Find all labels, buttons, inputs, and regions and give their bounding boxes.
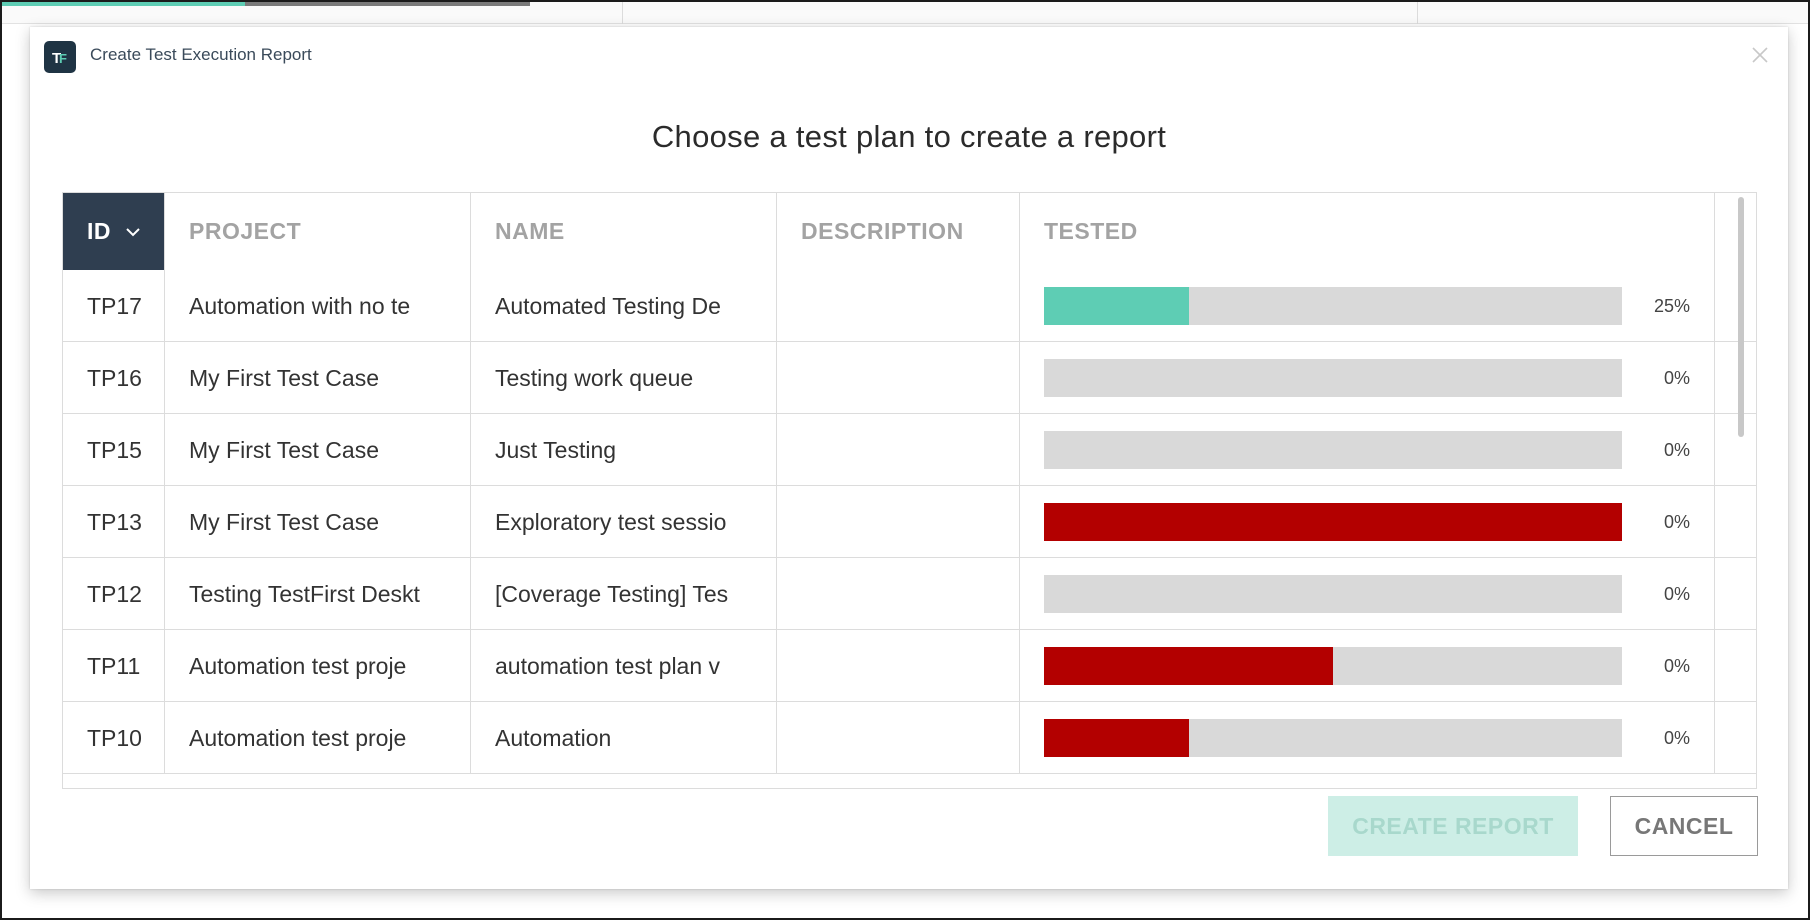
background-progress-segment <box>245 2 530 6</box>
cell-tested: 0% <box>1020 342 1715 414</box>
progress-percent: 0% <box>1663 727 1690 748</box>
background-progress-segment <box>2 2 245 6</box>
cell-name: [Coverage Testing] Tes <box>471 558 777 630</box>
progress-percent: 0% <box>1663 439 1690 460</box>
cell-name: Just Testing <box>471 414 777 486</box>
cell-extra <box>1715 486 1756 558</box>
progress-fill <box>1044 647 1333 685</box>
cell-tested: 0% <box>1020 414 1715 486</box>
cell-id: TP11 <box>63 630 165 702</box>
cell-project: Testing TestFirst Deskt <box>165 558 471 630</box>
progress-percent: 0% <box>1663 583 1690 604</box>
column-header-tested[interactable]: TESTED <box>1020 193 1715 270</box>
progress-fill <box>1044 287 1189 325</box>
cell-name: Testing work queue <box>471 342 777 414</box>
progress-bar <box>1044 503 1622 541</box>
column-header-project[interactable]: PROJECT <box>165 193 471 270</box>
progress-percent: 25% <box>1653 295 1690 316</box>
cell-description <box>777 342 1020 414</box>
cell-extra <box>1715 342 1756 414</box>
cell-description <box>777 630 1020 702</box>
cell-project: My First Test Case <box>165 342 471 414</box>
app-logo-icon: T F <box>44 41 76 73</box>
cell-id: TP16 <box>63 342 165 414</box>
progress-percent: 0% <box>1663 511 1690 532</box>
cancel-button[interactable]: CANCEL <box>1610 796 1758 856</box>
column-header-label: ID <box>87 218 111 244</box>
cell-extra <box>1715 270 1756 342</box>
progress-percent: 0% <box>1663 655 1690 676</box>
cell-name: Automation <box>471 702 777 774</box>
create-report-button[interactable]: CREATE REPORT <box>1328 796 1578 856</box>
table-row[interactable]: TP17 Automation with no te Automated Tes… <box>63 270 1756 342</box>
progress-fill <box>1044 503 1622 541</box>
create-report-modal: T F Create Test Execution Report Choose … <box>30 27 1788 889</box>
table-scrollbar[interactable] <box>1738 197 1744 437</box>
cell-id: TP15 <box>63 414 165 486</box>
cell-project: Automation with no te <box>165 270 471 342</box>
column-header-name[interactable]: NAME <box>471 193 777 270</box>
cell-tested: 0% <box>1020 558 1715 630</box>
cell-tested: 25% <box>1020 270 1715 342</box>
column-header-id[interactable]: ID <box>63 193 165 270</box>
table-row[interactable]: TP11 Automation test proje automation te… <box>63 630 1756 702</box>
table-row[interactable]: TP12 Testing TestFirst Deskt [Coverage T… <box>63 558 1756 630</box>
cell-id: TP13 <box>63 486 165 558</box>
progress-bar <box>1044 359 1622 397</box>
table-row[interactable]: TP13 My First Test Case Exploratory test… <box>63 486 1756 558</box>
cell-name: Exploratory test sessio <box>471 486 777 558</box>
svg-text:F: F <box>59 51 67 66</box>
close-icon[interactable] <box>1748 43 1772 67</box>
progress-bar <box>1044 647 1622 685</box>
progress-fill <box>1044 719 1189 757</box>
cell-extra <box>1715 414 1756 486</box>
cell-tested: 0% <box>1020 702 1715 774</box>
cell-description <box>777 414 1020 486</box>
background-app-header <box>2 2 1808 24</box>
cell-project: Automation test proje <box>165 630 471 702</box>
test-plan-table: ID PROJECT NAME DESCRIPTION TESTED TP17 … <box>62 192 1757 789</box>
cell-id: TP12 <box>63 558 165 630</box>
progress-percent: 0% <box>1663 367 1690 388</box>
progress-bar <box>1044 431 1622 469</box>
progress-bar <box>1044 575 1622 613</box>
table-body: TP17 Automation with no te Automated Tes… <box>63 270 1756 774</box>
progress-bar <box>1044 287 1622 325</box>
cell-extra <box>1715 630 1756 702</box>
modal-title: Create Test Execution Report <box>90 45 312 64</box>
background-divider <box>1417 2 1418 24</box>
cell-tested: 0% <box>1020 486 1715 558</box>
cell-extra <box>1715 558 1756 630</box>
cell-description <box>777 270 1020 342</box>
cell-name: automation test plan v <box>471 630 777 702</box>
cell-id: TP10 <box>63 702 165 774</box>
column-header-extra[interactable] <box>1715 193 1756 270</box>
chevron-down-icon <box>125 227 141 237</box>
background-divider <box>622 2 623 24</box>
table-row[interactable]: TP10 Automation test proje Automation 0% <box>63 702 1756 774</box>
table-row[interactable]: TP15 My First Test Case Just Testing 0% <box>63 414 1756 486</box>
table-row[interactable]: TP16 My First Test Case Testing work que… <box>63 342 1756 414</box>
cell-name: Automated Testing De <box>471 270 777 342</box>
cell-tested: 0% <box>1020 630 1715 702</box>
dialog-heading: Choose a test plan to create a report <box>651 119 1167 154</box>
table-header-row: ID PROJECT NAME DESCRIPTION TESTED <box>63 193 1756 270</box>
cell-project: My First Test Case <box>165 486 471 558</box>
cell-project: Automation test proje <box>165 702 471 774</box>
cell-description <box>777 558 1020 630</box>
svg-text:T: T <box>52 50 61 67</box>
column-header-description[interactable]: DESCRIPTION <box>777 193 1020 270</box>
cell-id: TP17 <box>63 270 165 342</box>
cell-project: My First Test Case <box>165 414 471 486</box>
cell-extra <box>1715 702 1756 774</box>
cell-description <box>777 486 1020 558</box>
cell-description <box>777 702 1020 774</box>
modal-header: T F Create Test Execution Report <box>30 27 1788 83</box>
progress-bar <box>1044 719 1622 757</box>
